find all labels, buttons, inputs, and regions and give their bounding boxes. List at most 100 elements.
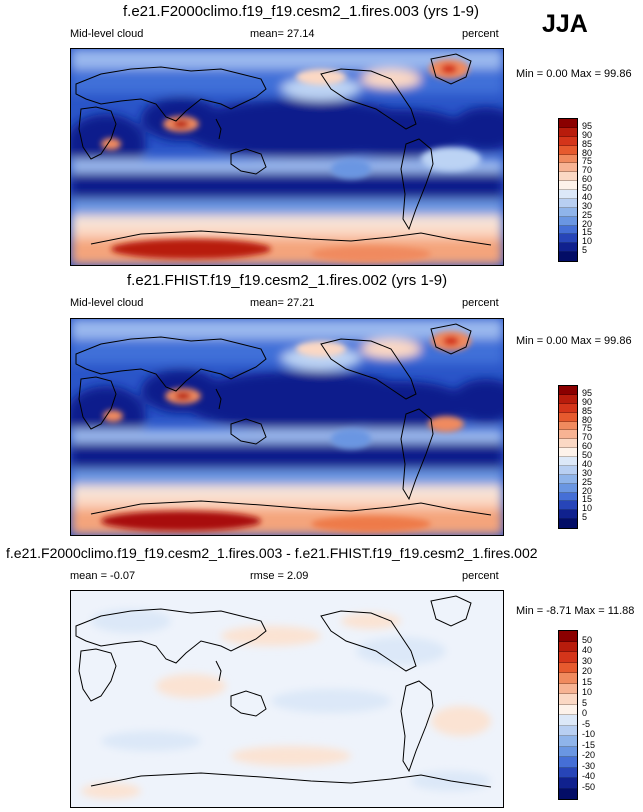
colorbar-segment bbox=[559, 694, 577, 705]
colorbar-segment bbox=[559, 641, 577, 652]
colorbar-tick-label: 25 bbox=[582, 209, 593, 220]
colorbar-segment bbox=[559, 465, 577, 475]
colorbar-tick-label: 60 bbox=[582, 441, 593, 452]
panel3-colorbar-ticks: 50 40 30 20 15 10 5 0 -5 -10 -15 -20 -30 -40 -50 bbox=[582, 630, 622, 798]
colorbar-segment bbox=[559, 683, 577, 694]
colorbar-tick-label: 95 bbox=[582, 120, 593, 131]
colorbar-tick-label: -5 bbox=[582, 718, 591, 729]
colorbar-segment bbox=[559, 474, 577, 484]
colorbar-segment bbox=[559, 172, 577, 182]
colorbar-segment bbox=[559, 145, 577, 155]
colorbar-tick-label: 80 bbox=[582, 414, 593, 425]
panel2-map bbox=[70, 318, 504, 536]
panel3-rmse-label: rmse = 2.09 bbox=[250, 570, 309, 582]
colorbar-segment bbox=[559, 501, 577, 511]
colorbar-tick-label: 50 bbox=[582, 634, 593, 645]
colorbar-segment bbox=[559, 181, 577, 190]
panel2-title: f.e21.FHIST.f19_f19.cesm2_1.fires.002 (y… bbox=[127, 272, 448, 289]
colorbar-tick-label: 10 bbox=[582, 236, 593, 247]
colorbar-segment bbox=[559, 127, 577, 137]
colorbar-tick-label: -10 bbox=[582, 729, 596, 739]
colorbar-tick-label: -50 bbox=[582, 781, 596, 792]
colorbar-tick-label: 0 bbox=[582, 708, 588, 718]
colorbar-tick-label: 40 bbox=[582, 191, 593, 202]
colorbar-tick-label: 70 bbox=[582, 432, 593, 443]
colorbar-segment bbox=[559, 234, 577, 244]
colorbar-tick-label: 15 bbox=[582, 676, 593, 687]
season-label: JJA bbox=[542, 10, 588, 38]
panel1-colorbar-ticks: 95 90 85 80 75 70 60 50 40 30 25 20 15 10 5 bbox=[582, 118, 622, 260]
panel1-map bbox=[70, 48, 504, 266]
colorbar-tick-label: 50 bbox=[582, 450, 593, 460]
colorbar-tick-label: 20 bbox=[582, 218, 593, 229]
colorbar-segment bbox=[559, 788, 577, 799]
colorbar-tick-label: 85 bbox=[582, 405, 593, 416]
colorbar-tick-label: 5 bbox=[582, 512, 588, 523]
panel2-colorbar-ticks: 95 90 85 80 75 70 60 50 40 30 25 20 15 10 5 bbox=[582, 385, 622, 527]
colorbar-segment bbox=[559, 154, 577, 164]
colorbar-segment bbox=[559, 243, 577, 253]
panel2-colorbar bbox=[558, 385, 578, 529]
colorbar-tick-label: 30 bbox=[582, 200, 593, 211]
colorbar-tick-label: 15 bbox=[582, 494, 593, 505]
colorbar-segment bbox=[559, 403, 577, 413]
panel2-variable-label: Mid-level cloud bbox=[70, 297, 144, 309]
panel1-units-label: percent bbox=[462, 28, 499, 40]
colorbar-tick-label: 60 bbox=[582, 174, 593, 185]
colorbar-segment bbox=[559, 394, 577, 404]
colorbar-segment bbox=[559, 439, 577, 449]
panel3-map bbox=[70, 590, 504, 808]
colorbar-tick-label: 40 bbox=[582, 645, 593, 655]
colorbar-segment bbox=[559, 386, 577, 395]
colorbar-tick-label: 85 bbox=[582, 138, 593, 149]
colorbar-tick-label: 20 bbox=[582, 485, 593, 496]
colorbar-tick-label: -40 bbox=[582, 771, 596, 781]
colorbar-segment bbox=[559, 725, 577, 736]
colorbar-segment bbox=[559, 704, 577, 715]
colorbar-segment bbox=[559, 457, 577, 466]
colorbar-segment bbox=[559, 252, 577, 261]
colorbar-tick-label: 10 bbox=[582, 503, 593, 514]
panel1-minmax-label: Min = 0.00 Max = 99.86 bbox=[516, 68, 632, 80]
colorbar-segment bbox=[559, 673, 577, 684]
colorbar-tick-label: 95 bbox=[582, 387, 593, 398]
colorbar-segment bbox=[559, 715, 577, 726]
panel1-title: f.e21.F2000climo.f19_f19.cesm2_1.fires.0… bbox=[123, 3, 480, 20]
colorbar-segment bbox=[559, 736, 577, 747]
colorbar-segment bbox=[559, 652, 577, 663]
colorbar-segment bbox=[559, 631, 577, 642]
colorbar-segment bbox=[559, 198, 577, 208]
colorbar-segment bbox=[559, 163, 577, 173]
colorbar-segment bbox=[559, 483, 577, 493]
colorbar-segment bbox=[559, 216, 577, 226]
colorbar-tick-label: 10 bbox=[582, 687, 593, 697]
colorbar-segment bbox=[559, 778, 577, 789]
colorbar-segment bbox=[559, 412, 577, 422]
colorbar-segment bbox=[559, 421, 577, 431]
colorbar-segment bbox=[559, 430, 577, 440]
colorbar-segment bbox=[559, 492, 577, 502]
colorbar-segment bbox=[559, 767, 577, 778]
panel3-colorbar bbox=[558, 630, 578, 800]
colorbar-tick-label: 30 bbox=[582, 655, 593, 666]
colorbar-segment bbox=[559, 448, 577, 457]
colorbar-tick-label: 75 bbox=[582, 423, 593, 434]
colorbar-tick-label: 80 bbox=[582, 147, 593, 158]
panel3-minmax-label: Min = -8.71 Max = 11.88 bbox=[516, 605, 635, 617]
colorbar-segment bbox=[559, 225, 577, 235]
colorbar-segment bbox=[559, 190, 577, 199]
colorbar-tick-label: -20 bbox=[582, 750, 596, 760]
colorbar-tick-label: 5 bbox=[582, 697, 588, 708]
panel3-mean-label: mean = -0.07 bbox=[70, 570, 136, 582]
colorbar-segment bbox=[559, 757, 577, 768]
panel1-colorbar bbox=[558, 118, 578, 262]
colorbar-tick-label: 75 bbox=[582, 156, 593, 167]
colorbar-tick-label: 40 bbox=[582, 458, 593, 469]
colorbar-tick-label: 15 bbox=[582, 227, 593, 238]
colorbar-tick-label: -30 bbox=[582, 760, 596, 771]
colorbar-segment bbox=[559, 136, 577, 146]
colorbar-segment bbox=[559, 746, 577, 757]
colorbar-tick-label: 25 bbox=[582, 476, 593, 487]
colorbar-segment bbox=[559, 510, 577, 520]
panel3-title: f.e21.F2000climo.f19_f19.cesm2_1.fires.0… bbox=[6, 545, 538, 561]
